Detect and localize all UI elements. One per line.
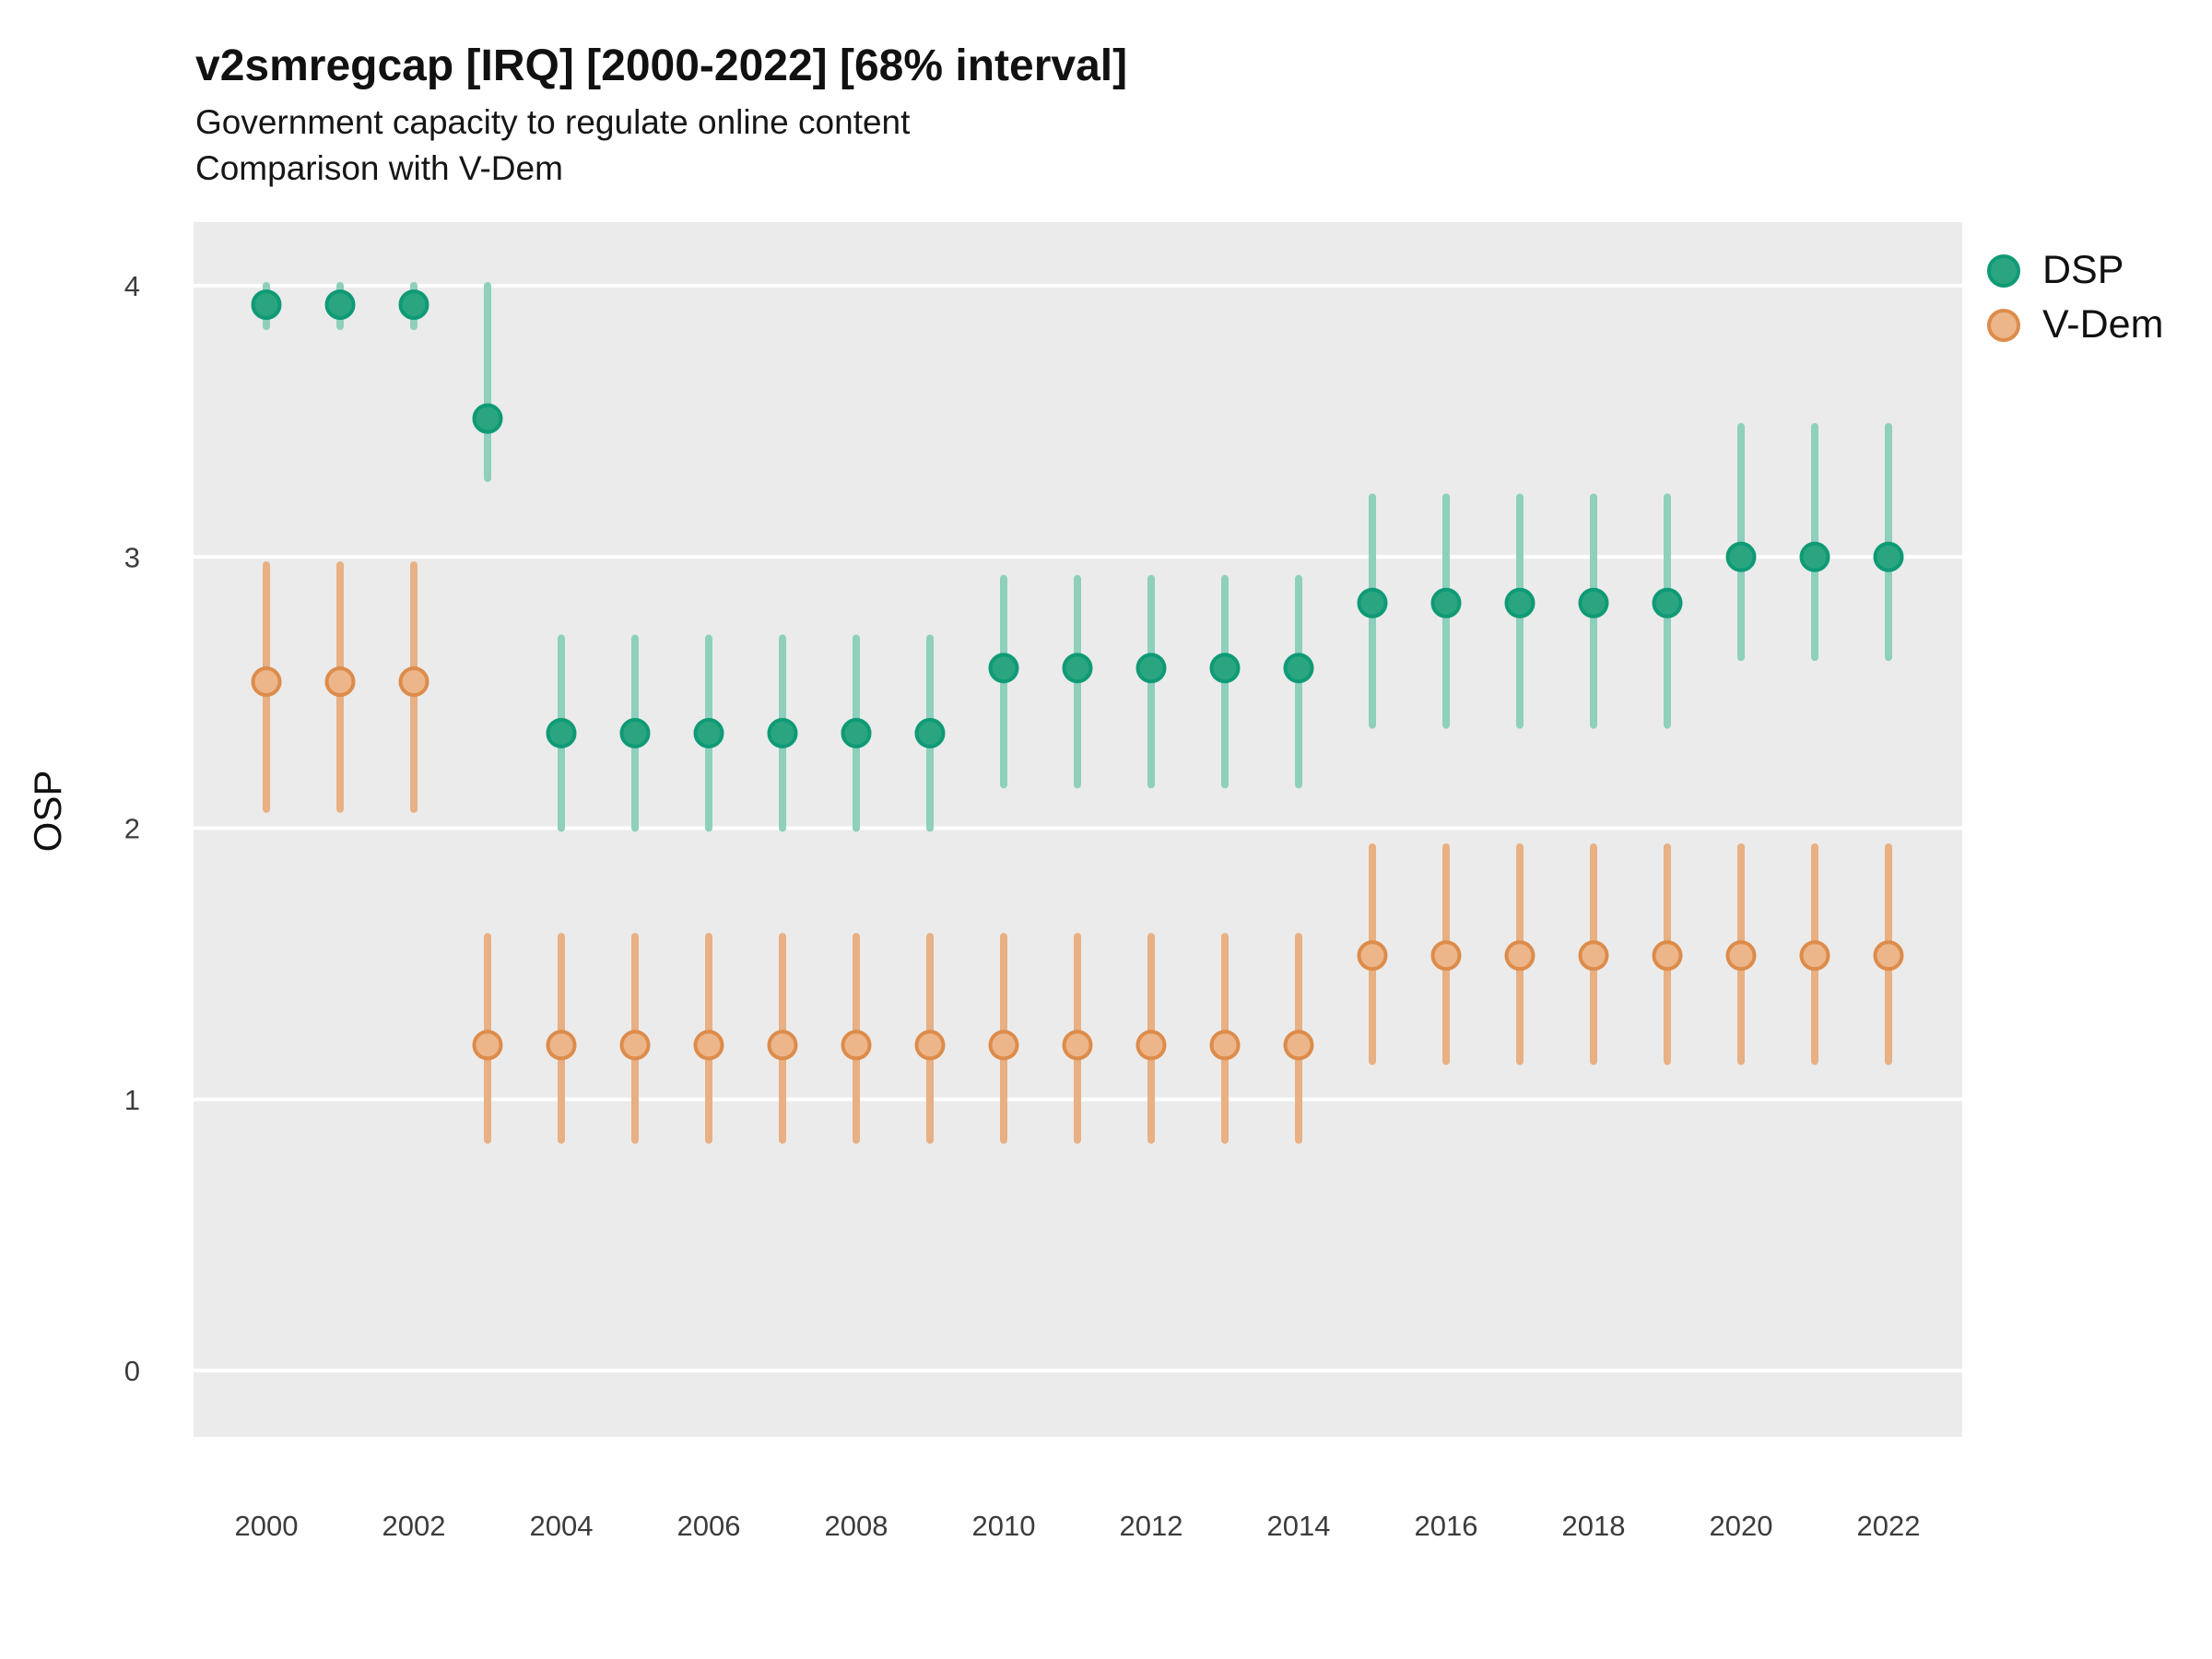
vdem-point-2017: [1504, 940, 1535, 971]
y-tick-label-4: 4: [124, 270, 140, 302]
x-tick-label-2016: 2016: [1415, 1510, 1478, 1542]
x-tick-label-2004: 2004: [530, 1510, 594, 1542]
vdem-point-2009: [914, 1030, 946, 1061]
vdem-point-2021: [1799, 940, 1830, 971]
x-tick-label-2002: 2002: [382, 1510, 446, 1542]
vdem-point-2006: [693, 1030, 724, 1061]
vdem-point-2013: [1209, 1030, 1241, 1061]
dsp-point-2016: [1430, 587, 1462, 618]
chart-title: v2smregcap [IRQ] [2000-2022] [68% interv…: [195, 41, 1128, 90]
chart-subtitle-note: Comparison with V-Dem: [195, 149, 563, 187]
x-tick-label-2014: 2014: [1267, 1510, 1331, 1542]
y-tick-label-3: 3: [124, 541, 140, 573]
legend-item-dsp: DSP: [1987, 251, 2163, 290]
vdem-marker-icon: [1987, 308, 2020, 342]
dsp-point-2018: [1578, 587, 1609, 618]
dsp-point-2014: [1283, 653, 1314, 684]
vdem-point-2022: [1873, 940, 1904, 971]
vdem-point-2019: [1652, 940, 1683, 971]
vdem-point-2012: [1135, 1030, 1167, 1061]
vdem-point-2000: [251, 666, 282, 698]
vdem-point-2004: [546, 1030, 577, 1061]
dsp-marker-icon: [1987, 253, 2020, 288]
y-tick-label-2: 2: [124, 813, 140, 845]
dsp-point-2019: [1652, 587, 1683, 618]
vdem-point-2014: [1283, 1030, 1314, 1061]
dsp-point-2021: [1799, 541, 1830, 572]
x-tick-label-2022: 2022: [1857, 1510, 1921, 1542]
dsp-point-2003: [472, 403, 503, 434]
y-tick-label-0: 0: [124, 1355, 140, 1387]
dsp-point-2009: [914, 718, 946, 749]
dsp-point-2000: [251, 289, 282, 321]
vdem-point-2001: [324, 666, 356, 698]
legend-dsp-label: DSP: [2042, 248, 2124, 292]
dsp-point-2004: [546, 718, 577, 749]
vdem-point-2007: [767, 1030, 798, 1061]
dsp-point-2020: [1725, 541, 1757, 572]
vdem-point-2015: [1357, 940, 1388, 971]
dsp-point-2011: [1062, 653, 1093, 684]
dsp-point-2010: [988, 653, 1019, 684]
vdem-point-2003: [472, 1030, 503, 1061]
vdem-point-2008: [841, 1030, 872, 1061]
dsp-point-2008: [841, 718, 872, 749]
legend: DSP V-Dem: [1987, 251, 2163, 345]
vdem-point-2016: [1430, 940, 1462, 971]
dsp-point-2007: [767, 718, 798, 749]
x-tick-label-2008: 2008: [825, 1510, 888, 1542]
vdem-point-2002: [398, 666, 429, 698]
dsp-point-2006: [693, 718, 724, 749]
x-tick-label-2018: 2018: [1562, 1510, 1626, 1542]
dsp-point-2022: [1873, 541, 1904, 572]
vdem-point-2020: [1725, 940, 1757, 971]
dsp-point-2012: [1135, 653, 1167, 684]
vdem-point-2010: [988, 1030, 1019, 1061]
x-tick-label-2012: 2012: [1120, 1510, 1183, 1542]
chart-subtitle: Government capacity to regulate online c…: [195, 103, 911, 141]
x-tick-label-2010: 2010: [972, 1510, 1036, 1542]
dsp-point-2015: [1357, 587, 1388, 618]
dsp-point-2013: [1209, 653, 1241, 684]
vdem-point-2018: [1578, 940, 1609, 971]
x-tick-label-2006: 2006: [677, 1510, 741, 1542]
x-tick-label-2020: 2020: [1710, 1510, 1773, 1542]
vdem-point-2011: [1062, 1030, 1093, 1061]
vdem-point-2005: [619, 1030, 651, 1061]
dsp-point-2001: [324, 289, 356, 321]
dsp-point-2002: [398, 289, 429, 321]
y-tick-label-1: 1: [124, 1084, 140, 1116]
legend-item-vdem: V-Dem: [1987, 305, 2163, 345]
legend-vdem-label: V-Dem: [2042, 302, 2164, 347]
dsp-point-2017: [1504, 587, 1535, 618]
x-tick-label-2000: 2000: [235, 1510, 299, 1542]
dsp-point-2005: [619, 718, 651, 749]
